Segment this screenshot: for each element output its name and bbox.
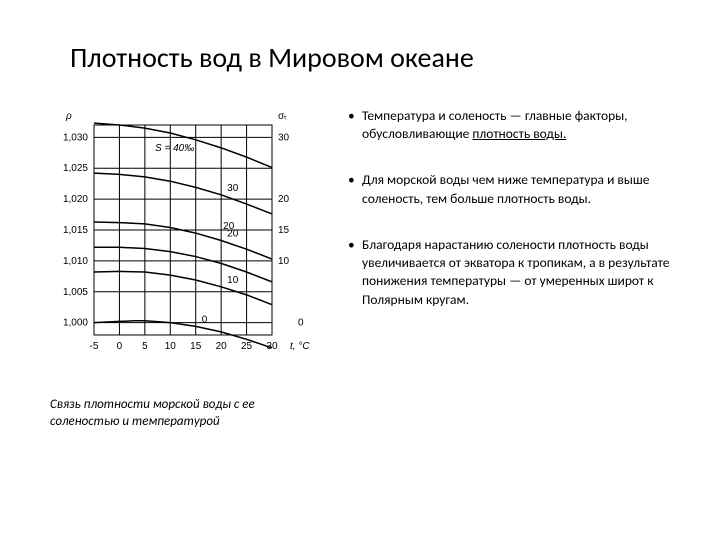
right-column: Температура и соленость — главные фактор… (348, 103, 670, 337)
svg-text:1,015: 1,015 (63, 225, 88, 236)
svg-text:20: 20 (223, 221, 235, 232)
svg-text:1,020: 1,020 (63, 194, 88, 205)
bullet-list: Температура и соленость — главные фактор… (348, 107, 670, 309)
svg-text:15: 15 (278, 225, 290, 236)
bullet-item: Для морской воды чем ниже температура и … (348, 171, 670, 207)
svg-text:1,010: 1,010 (63, 256, 88, 267)
svg-text:20: 20 (216, 341, 228, 352)
svg-text:0: 0 (298, 318, 304, 329)
left-column: -5 0 5 10 15 20 25 30 1,030 1,025 1,020 1,015 1,010 1… (50, 103, 330, 431)
svg-text:1,005: 1,005 (63, 287, 88, 298)
bullet-underlined: плотность воды. (472, 125, 566, 142)
svg-text:-5: -5 (90, 341, 99, 352)
svg-text:10: 10 (278, 256, 290, 267)
svg-text:10: 10 (227, 275, 239, 286)
svg-text:1,025: 1,025 (63, 163, 88, 174)
svg-text:σₜ: σₜ (278, 111, 287, 122)
svg-text:15: 15 (190, 341, 202, 352)
svg-text:10: 10 (165, 341, 177, 352)
svg-text:30: 30 (278, 132, 290, 143)
bullet-item: Температура и соленость — главные фактор… (348, 107, 670, 143)
svg-text:5: 5 (142, 341, 148, 352)
svg-text:30: 30 (227, 183, 239, 194)
bullet-text: Для морской воды чем ниже температура и … (362, 171, 649, 206)
chart-caption: Связь плотности морской воды с ее солено… (50, 397, 280, 431)
svg-text:S = 40‰: S = 40‰ (155, 143, 194, 154)
svg-text:1,000: 1,000 (63, 318, 88, 329)
svg-text:0: 0 (117, 341, 123, 352)
page-title: Плотность вод в Мировом океане (70, 40, 670, 75)
content-row: -5 0 5 10 15 20 25 30 1,030 1,025 1,020 1,015 1,010 1… (50, 103, 670, 431)
svg-text:t, °C: t, °C (290, 341, 310, 352)
bullet-text: Благодаря нарастанию солености плотность… (362, 236, 669, 308)
svg-text:25: 25 (241, 341, 253, 352)
svg-text:1,030: 1,030 (63, 132, 88, 143)
svg-text:ρ: ρ (65, 111, 72, 122)
svg-text:0: 0 (202, 314, 208, 325)
svg-text:20: 20 (278, 194, 290, 205)
bullet-item: Благодаря нарастанию солености плотность… (348, 236, 670, 309)
density-chart: -5 0 5 10 15 20 25 30 1,030 1,025 1,020 1,015 1,010 1… (50, 103, 330, 363)
